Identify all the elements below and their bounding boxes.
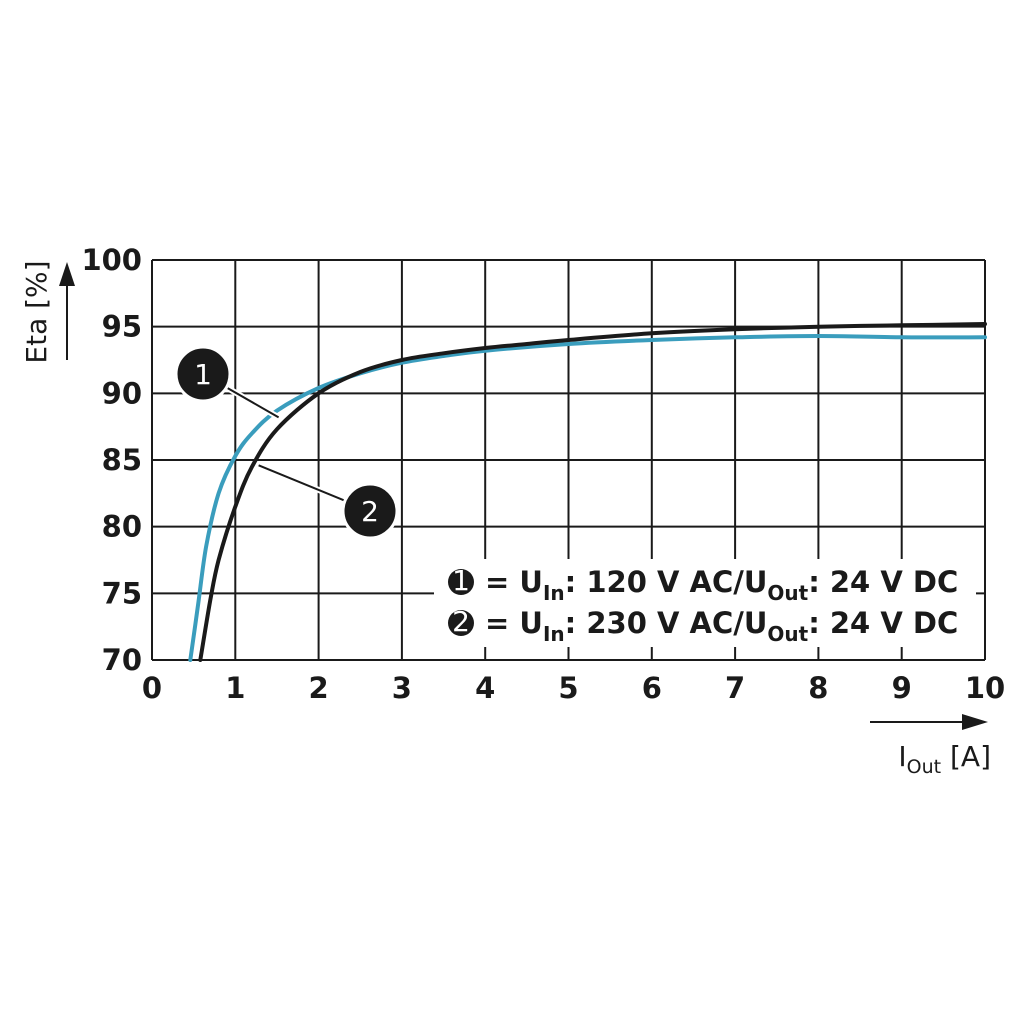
- legend-entry-1: 1 = UIn: 120 V AC/UOut: 24 V DC: [448, 564, 958, 605]
- x-tick-label: 3: [392, 671, 412, 705]
- y-tick-label: 80: [102, 510, 142, 544]
- legend: 1 = UIn: 120 V AC/UOut: 24 V DC 2 = UIn:…: [434, 559, 976, 647]
- legend-label-1: = UIn: 120 V AC/UOut: 24 V DC: [485, 565, 958, 605]
- x-tick-label: 10: [965, 671, 1005, 705]
- legend-marker-2: [448, 610, 474, 636]
- series-line-1: [198, 322, 987, 662]
- callout-label-1: 1: [194, 358, 212, 391]
- legend-box: [434, 559, 976, 647]
- y-tick-label: 100: [81, 243, 142, 277]
- y-axis-label: Eta [%]: [20, 260, 53, 363]
- series-layer: [188, 322, 987, 662]
- legend-marker-1-label: 1: [452, 564, 470, 597]
- x-tick-label: 5: [558, 671, 578, 705]
- legend-marker-2-label: 2: [452, 605, 470, 638]
- callout-marker-2: [341, 482, 399, 540]
- x-tick-label: 2: [309, 671, 329, 705]
- x-axis-title: IOut [A]: [870, 714, 991, 778]
- x-axis-arrow-head: [962, 714, 988, 730]
- x-tick-label: 6: [642, 671, 662, 705]
- y-tick-label: 95: [102, 310, 142, 344]
- x-tick-label: 7: [725, 671, 745, 705]
- y-tick-label: 85: [102, 443, 142, 477]
- x-tick-label: 0: [142, 671, 162, 705]
- x-tick-label: 1: [225, 671, 245, 705]
- y-tick-label: 75: [102, 576, 142, 610]
- x-axis-label: IOut [A]: [898, 740, 991, 778]
- callout-marker-1: [174, 345, 232, 403]
- legend-marker-1: [448, 569, 474, 595]
- y-tick-label: 90: [102, 376, 142, 410]
- y-tick-label: 70: [102, 643, 142, 677]
- callouts: 12: [174, 345, 399, 540]
- legend-label-2: = UIn: 230 V AC/UOut: 24 V DC: [485, 606, 958, 646]
- legend-entry-2: 2 = UIn: 230 V AC/UOut: 24 V DC: [448, 605, 958, 646]
- y-axis-arrow-head: [59, 262, 75, 286]
- x-tick-label: 8: [808, 671, 828, 705]
- y-axis-title: Eta [%]: [20, 260, 75, 364]
- callout-label-2: 2: [361, 495, 379, 528]
- series-line-2: [188, 333, 987, 662]
- x-tick-label: 9: [892, 671, 912, 705]
- x-tick-label: 4: [475, 671, 495, 705]
